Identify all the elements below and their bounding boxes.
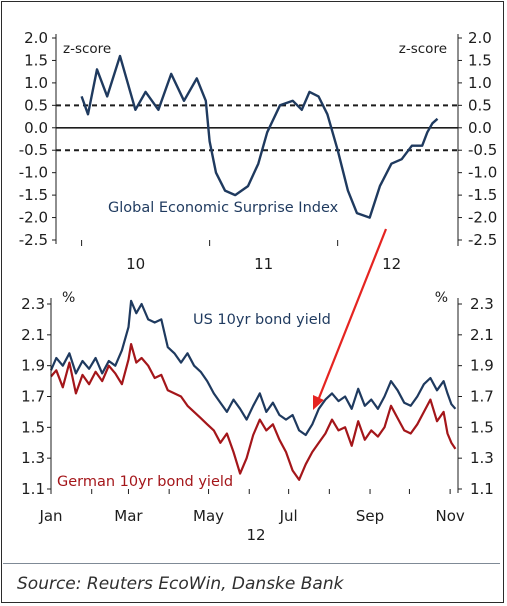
x-axis-year-label: 12 — [246, 526, 265, 544]
source-note: Source: Reuters EcoWin, Danske Bank — [17, 574, 344, 594]
y-tick-label-left: -2.0 — [19, 209, 48, 227]
bond-yield-panel: 2.3 2.3 2.1 2.1 1.9 1.9 1.7 1.7 1.5 1.5 1.3 1.3 1.1 1… — [21, 290, 494, 544]
y-tick-label-right: 0.0 — [468, 119, 492, 137]
y-tick-label-left: 1.9 — [21, 357, 45, 375]
y-tick-label-left: 1.7 — [21, 388, 45, 406]
series-annotation: Global Economic Surprise Index — [108, 200, 339, 216]
x-tick-label: Nov — [435, 507, 464, 525]
y-tick-label-left: 2.0 — [24, 29, 48, 47]
series-line-surprise-index — [80, 54, 439, 219]
y-axis-label-right: % — [435, 290, 448, 306]
x-tick-label: 12 — [382, 255, 401, 273]
y-axis-label-left: z-score — [63, 41, 111, 57]
series-line-us-yield — [49, 299, 457, 437]
x-tick-label: Jul — [279, 507, 298, 525]
y-axis-label-right: z-score — [399, 41, 447, 57]
y-tick-label-right: 2.3 — [470, 295, 494, 313]
reference-lines — [56, 104, 458, 152]
y-tick-label-left: 1.0 — [24, 74, 48, 92]
series-layer — [49, 299, 457, 481]
link-arrow — [313, 228, 388, 410]
series-line-german-yield — [50, 343, 457, 481]
y-tick-label-right: 1.3 — [470, 449, 494, 467]
y-tick-label-left: 1.1 — [21, 480, 45, 498]
y-tick-label-right: 1.5 — [468, 51, 492, 69]
surprise-index-panel: 2.0 2.0 1.5 1.5 1.0 1.0 0.5 0.5 0.0 0.0 -0.5 -0.5 -1… — [19, 29, 498, 273]
axes: 2.3 2.3 2.1 2.1 1.9 1.9 1.7 1.7 1.5 1.5 1.3 1.3 1.1 1… — [21, 295, 494, 525]
x-tick-label: 10 — [126, 255, 145, 273]
x-tick-label: Mar — [114, 507, 143, 525]
source-divider — [3, 563, 500, 564]
axes: 2.0 2.0 1.5 1.5 1.0 1.0 0.5 0.5 0.0 0.0 -0.5 -0.5 -1… — [19, 29, 498, 273]
x-tick-label: May — [193, 507, 224, 525]
y-tick-label-right: -2.5 — [468, 231, 497, 249]
y-tick-label-right: 0.5 — [468, 96, 492, 114]
y-tick-label-left: 0.5 — [24, 96, 48, 114]
y-tick-label-left: 2.1 — [21, 326, 45, 344]
y-tick-label-left: 1.5 — [21, 418, 45, 436]
y-tick-label-right: 1.1 — [470, 480, 494, 498]
y-tick-label-left: 2.3 — [21, 295, 45, 313]
y-tick-label-left: 0.0 — [24, 119, 48, 137]
y-tick-label-left: 1.3 — [21, 449, 45, 467]
y-tick-label-left: -2.5 — [19, 231, 48, 249]
y-tick-label-left: -0.5 — [19, 141, 48, 159]
y-tick-label-right: 2.1 — [470, 326, 494, 344]
y-tick-label-right: -0.5 — [468, 141, 497, 159]
y-tick-label-right: 1.9 — [470, 357, 494, 375]
y-tick-label-right: -1.5 — [468, 186, 497, 204]
x-tick-label: Sep — [356, 507, 384, 525]
y-tick-label-right: -2.0 — [468, 209, 497, 227]
german-yield-annotation: German 10yr bond yield — [57, 474, 233, 490]
y-tick-label-right: 2.0 — [468, 29, 492, 47]
us-yield-annotation: US 10yr bond yield — [193, 312, 331, 328]
y-tick-label-left: 1.5 — [24, 51, 48, 69]
y-tick-label-right: -1.0 — [468, 164, 497, 182]
y-tick-label-right: 1.0 — [468, 74, 492, 92]
x-tick-label: Jan — [38, 507, 62, 525]
y-tick-label-right: 1.7 — [470, 388, 494, 406]
y-tick-label-left: -1.5 — [19, 186, 48, 204]
y-tick-label-left: -1.0 — [19, 164, 48, 182]
x-tick-label: 11 — [254, 255, 273, 273]
y-tick-label-right: 1.5 — [470, 418, 494, 436]
y-axis-label-left: % — [62, 290, 75, 306]
series-layer — [80, 54, 439, 219]
